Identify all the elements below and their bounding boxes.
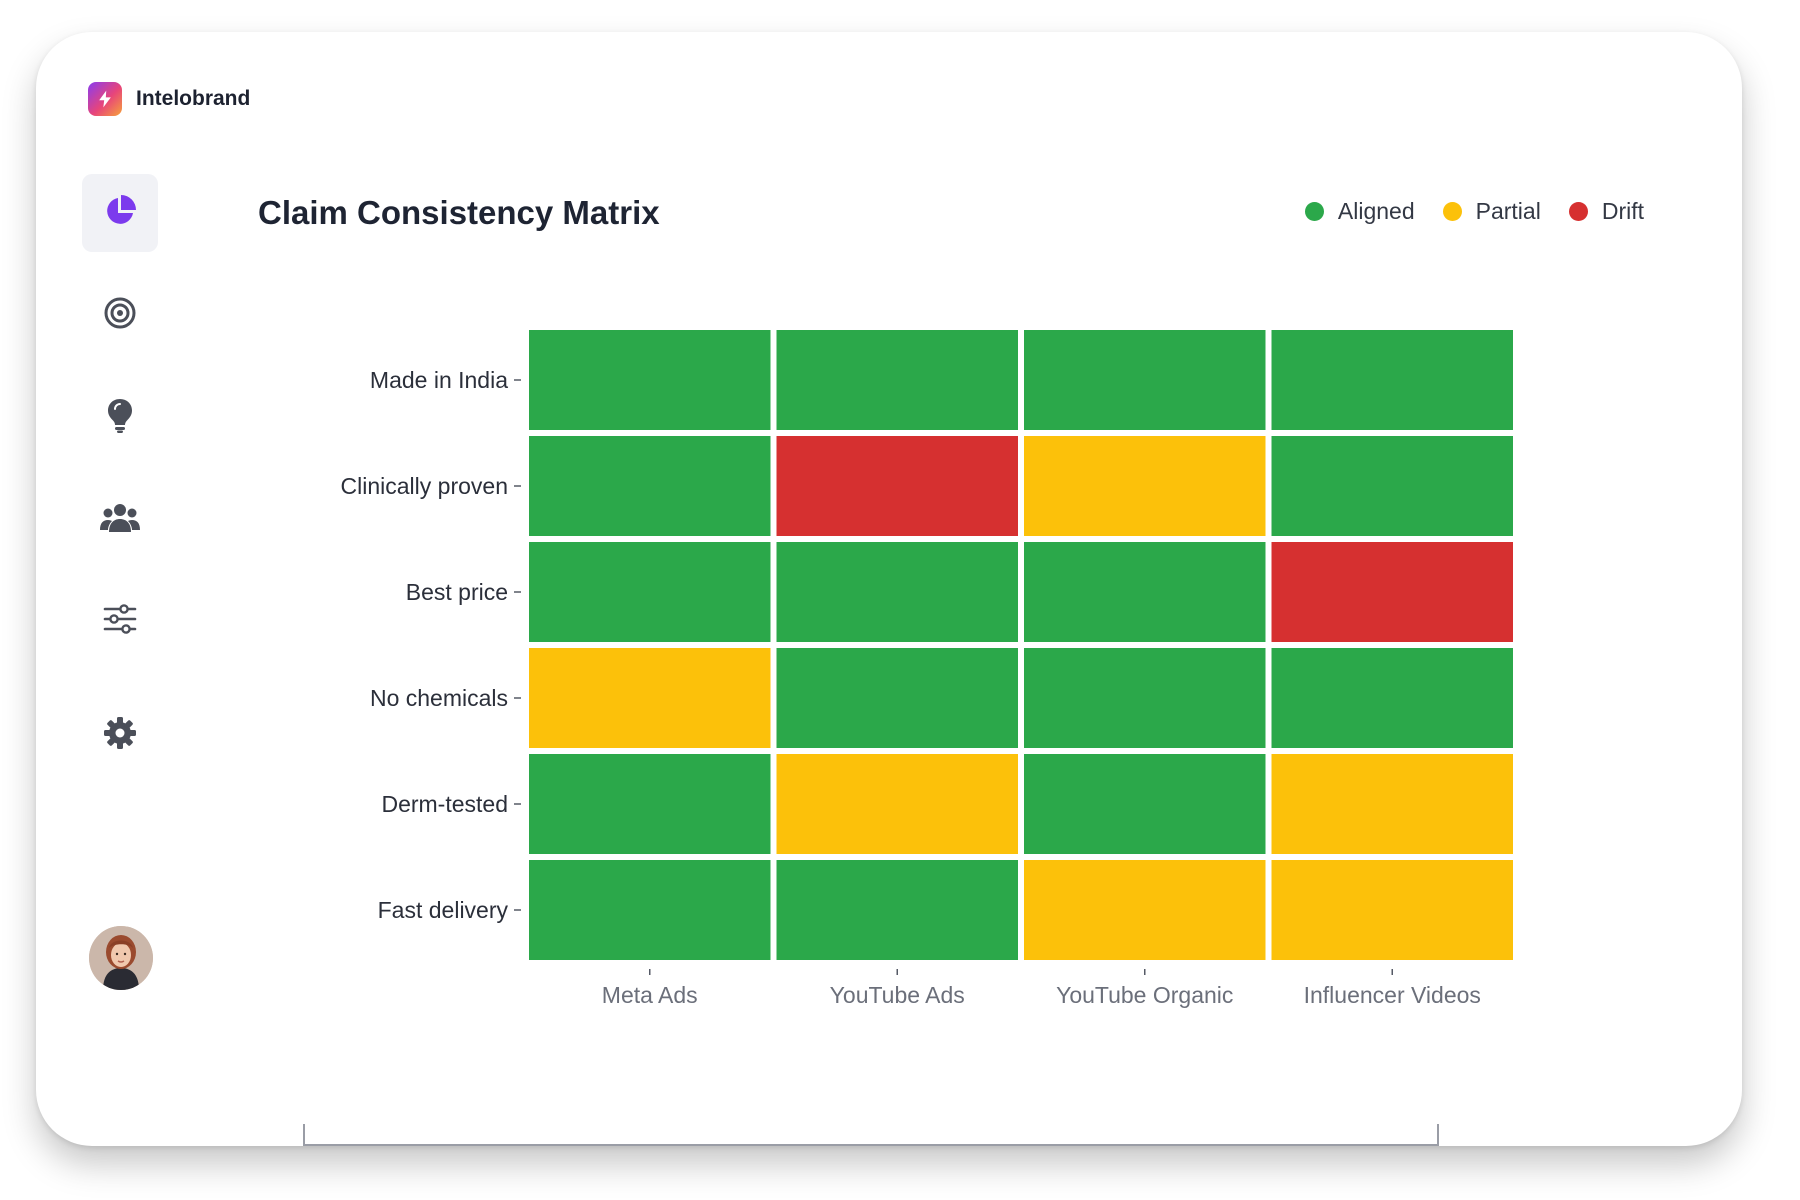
cell-best-price-youtube-ads[interactable]	[776, 542, 1019, 642]
cell-best-price-youtube-organic[interactable]	[1024, 542, 1266, 642]
nav-settings[interactable]	[82, 696, 158, 774]
user-avatar[interactable]	[89, 926, 153, 990]
legend-item-partial[interactable]: Partial	[1442, 198, 1541, 225]
bottom-divider	[303, 1144, 1439, 1146]
bottom-divider-right-tick	[1437, 1124, 1439, 1146]
cell-clinically-proven-influencer-videos[interactable]	[1271, 436, 1514, 536]
legend-label-aligned: Aligned	[1337, 198, 1415, 224]
cell-fast-delivery-youtube-ads[interactable]	[776, 860, 1019, 960]
target-icon	[103, 296, 137, 335]
brand-name: Intelobrand	[136, 87, 251, 110]
claim-matrix-card: Claim Consistency Matrix Aligned Partial…	[212, 158, 1654, 1102]
brand[interactable]: Intelobrand	[88, 82, 250, 116]
sliders-icon	[102, 603, 138, 640]
y-tick-label: No chemicals	[370, 685, 508, 711]
cell-fast-delivery-youtube-organic[interactable]	[1024, 860, 1266, 960]
cell-derm-tested-youtube-organic[interactable]	[1024, 754, 1266, 854]
x-tick-label: Meta Ads	[602, 982, 698, 1008]
cell-best-price-meta-ads[interactable]	[529, 542, 771, 642]
cell-no-chemicals-youtube-ads[interactable]	[776, 648, 1019, 748]
nav-dashboard[interactable]	[82, 174, 158, 252]
lightning-bolt-icon	[88, 82, 122, 116]
cell-fast-delivery-influencer-videos[interactable]	[1271, 860, 1514, 960]
cell-made-in-india-youtube-organic[interactable]	[1024, 330, 1266, 430]
cell-clinically-proven-meta-ads[interactable]	[529, 436, 771, 536]
cell-clinically-proven-youtube-ads[interactable]	[776, 436, 1019, 536]
lightbulb-icon	[105, 397, 135, 438]
pie-chart-icon	[102, 193, 138, 234]
legend-label-partial: Partial	[1475, 198, 1541, 224]
x-tick-label: YouTube Ads	[830, 982, 965, 1008]
nav-filters[interactable]	[82, 582, 158, 660]
legend-label-drift: Drift	[1601, 198, 1644, 224]
cell-fast-delivery-meta-ads[interactable]	[529, 860, 771, 960]
x-tick-label: YouTube Organic	[1056, 982, 1233, 1008]
bottom-divider-left-tick	[303, 1124, 305, 1146]
chart-legend: Aligned Partial Drift	[1304, 198, 1644, 225]
gear-icon	[103, 716, 137, 755]
nav-audience[interactable]	[82, 480, 158, 558]
nav-insights[interactable]	[82, 378, 158, 456]
y-tick-label: Fast delivery	[378, 897, 509, 923]
cell-best-price-influencer-videos[interactable]	[1271, 542, 1514, 642]
cell-derm-tested-influencer-videos[interactable]	[1271, 754, 1514, 854]
cell-no-chemicals-influencer-videos[interactable]	[1271, 648, 1514, 748]
nav-targets[interactable]	[82, 276, 158, 354]
cell-made-in-india-meta-ads[interactable]	[529, 330, 771, 430]
users-icon	[99, 500, 141, 539]
y-tick-label: Derm-tested	[381, 791, 508, 817]
cell-derm-tested-meta-ads[interactable]	[529, 754, 771, 854]
cell-derm-tested-youtube-ads[interactable]	[776, 754, 1019, 854]
app-window: Intelobrand	[36, 32, 1742, 1146]
cell-made-in-india-influencer-videos[interactable]	[1271, 330, 1514, 430]
legend-dot-aligned	[1304, 202, 1324, 221]
y-tick-label: Best price	[406, 579, 508, 605]
cell-made-in-india-youtube-ads[interactable]	[776, 330, 1019, 430]
cell-clinically-proven-youtube-organic[interactable]	[1024, 436, 1266, 536]
cell-no-chemicals-meta-ads[interactable]	[529, 648, 771, 748]
cell-no-chemicals-youtube-organic[interactable]	[1024, 648, 1266, 748]
legend-item-aligned[interactable]: Aligned	[1304, 198, 1415, 225]
chart-title: Claim Consistency Matrix	[258, 194, 660, 231]
legend-dot-drift	[1568, 202, 1588, 221]
legend-item-drift[interactable]: Drift	[1568, 198, 1644, 225]
y-tick-label: Made in India	[370, 367, 508, 393]
legend-dot-partial	[1442, 202, 1462, 221]
y-tick-label: Clinically proven	[341, 473, 508, 499]
x-tick-label: Influencer Videos	[1304, 982, 1481, 1008]
heatmap-chart: Made in India Clinically proven Best price…	[341, 330, 1514, 1008]
